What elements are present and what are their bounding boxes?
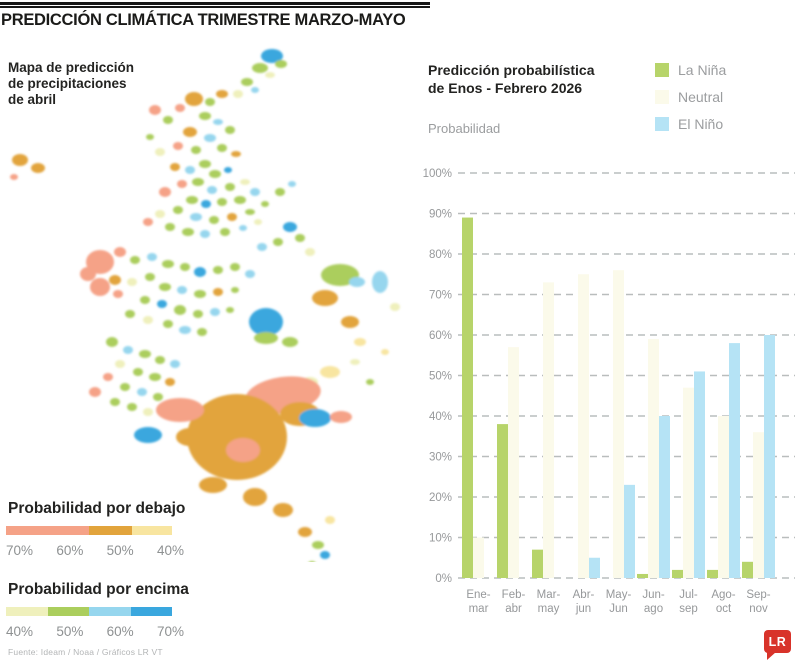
x-tick-Mar-may: Mar-may <box>537 589 561 615</box>
map-title: Mapa de predicción de precipitaciones de… <box>8 60 135 107</box>
bar-Neutral-Ago-oct <box>718 416 729 578</box>
legend-above-segment-2 <box>47 607 89 616</box>
legend-above-label-40: 40% <box>6 624 34 639</box>
bar-Neutral-May-Jun <box>613 270 624 578</box>
bar-El Niño-Sep-nov <box>764 335 775 578</box>
legend-below-segment-3 <box>132 526 172 535</box>
neutral-swatch <box>655 90 669 104</box>
bar-Neutral-Jul-sep <box>683 387 694 578</box>
lr-logo-text: LR <box>768 634 787 649</box>
bar-La Niña-Ago-oct <box>707 569 718 578</box>
legend-above-label-70: 70% <box>156 624 184 639</box>
legend-below-title: Probabilidad por debajo <box>8 500 186 517</box>
map-blobs <box>10 49 400 562</box>
bar-Neutral-Jun-ago <box>648 339 659 578</box>
bar-Neutral-Abr-jun <box>578 274 589 578</box>
neutral-label: Neutral <box>678 89 724 105</box>
legend-above-label-60: 60% <box>106 624 134 639</box>
bar-La Niña-Jul-sep <box>672 569 683 578</box>
bar-La Niña-Feb-abr <box>497 424 508 578</box>
x-tick-Feb-abr: Feb-abr <box>502 589 526 615</box>
y-tick-20: 20% <box>429 492 452 504</box>
legend-below-label-50: 50% <box>106 543 134 558</box>
bar-El Niño-May-Jun <box>624 484 635 578</box>
legend-below-segment-2 <box>89 526 133 535</box>
x-tick-Abr-jun: Abr-jun <box>573 589 595 615</box>
enso-probability-chart: 0% 10% 20% 30% 40% 50% 60% 70% 80% 90% 100% Ene-mar… <box>423 168 795 615</box>
legend-above-labels: 40% 50% 60% 70% <box>6 624 184 639</box>
y-tick-100: 100% <box>423 168 452 180</box>
page-title: PREDICCIÓN CLIMÁTICA TRIMESTRE MARZO-MAY… <box>1 11 406 29</box>
legend-below-label-70: 70% <box>6 543 34 558</box>
y-tick-40: 40% <box>429 411 452 423</box>
y-tick-90: 90% <box>429 209 452 221</box>
source-credit: Fuente: Ideam / Noaa / Gráficos LR VT <box>8 647 163 657</box>
y-axis-caption: Probabilidad <box>428 121 501 136</box>
y-tick-10: 10% <box>429 533 452 545</box>
chart-legend: La Niña Neutral El Niño <box>655 60 726 134</box>
bar-La Niña-Ene-mar <box>462 217 473 579</box>
y-tick-0: 0% <box>435 573 452 585</box>
x-tick-May-Jun: May-Jun <box>606 589 632 615</box>
legend-above-segment-3 <box>89 607 131 616</box>
legend-below-colorbar <box>6 526 172 535</box>
legend-below-segment-1 <box>6 526 89 535</box>
x-tick-Sep-nov: Sep-nov <box>746 589 770 615</box>
y-tick-60: 60% <box>429 330 452 342</box>
y-tick-30: 30% <box>429 452 452 464</box>
x-tick-Ene-mar: Ene-mar <box>466 589 490 615</box>
bar-El Niño-Jul-sep <box>694 371 705 578</box>
bar-Neutral-Feb-abr <box>508 347 519 578</box>
la-nina-label: La Niña <box>678 62 727 78</box>
bar-La Niña-Sep-nov <box>742 561 753 578</box>
legend-above-colorbar <box>6 607 172 616</box>
bar-Neutral-Mar-may <box>543 282 554 578</box>
y-tick-50: 50% <box>429 371 452 383</box>
legend-below-label-40: 40% <box>156 543 184 558</box>
lr-logo: LR <box>764 630 791 660</box>
colombia-precipitation-map <box>10 49 400 562</box>
legend-item-la-nina: La Niña <box>655 60 726 80</box>
x-tick-Jul-sep: Jul-sep <box>679 589 698 615</box>
la-nina-swatch <box>655 63 669 77</box>
x-tick-Ago-oct: Ago-oct <box>711 589 735 615</box>
legend-below-labels: 70% 60% 50% 40% <box>6 543 184 558</box>
legend-below-label-60: 60% <box>56 543 84 558</box>
legend-above-label-50: 50% <box>56 624 84 639</box>
el-nino-label: El Niño <box>678 116 724 132</box>
bar-La Niña-Jun-ago <box>637 573 648 578</box>
bar-El Niño-Jun-ago <box>659 416 670 578</box>
chart-title: Predicción probabilística de Enos - Febr… <box>428 62 595 96</box>
header-rule <box>0 2 430 8</box>
legend-above-segment-4 <box>130 607 172 616</box>
legend-above-title: Probabilidad por encima <box>8 581 189 598</box>
x-tick-Jun-ago: Jun-ago <box>642 589 665 615</box>
bar-El Niño-Abr-jun <box>589 557 600 578</box>
bar-La Niña-Mar-may <box>532 549 543 578</box>
bar-El Niño-Ago-oct <box>729 343 740 578</box>
legend-item-neutral: Neutral <box>655 87 726 107</box>
el-nino-swatch <box>655 117 669 131</box>
legend-above-segment-1 <box>6 607 48 616</box>
y-tick-70: 70% <box>429 290 452 302</box>
legend-item-el-nino: El Niño <box>655 114 726 134</box>
bar-Neutral-Sep-nov <box>753 432 764 578</box>
bar-Neutral-Ene-mar <box>473 537 484 578</box>
y-tick-80: 80% <box>429 249 452 261</box>
